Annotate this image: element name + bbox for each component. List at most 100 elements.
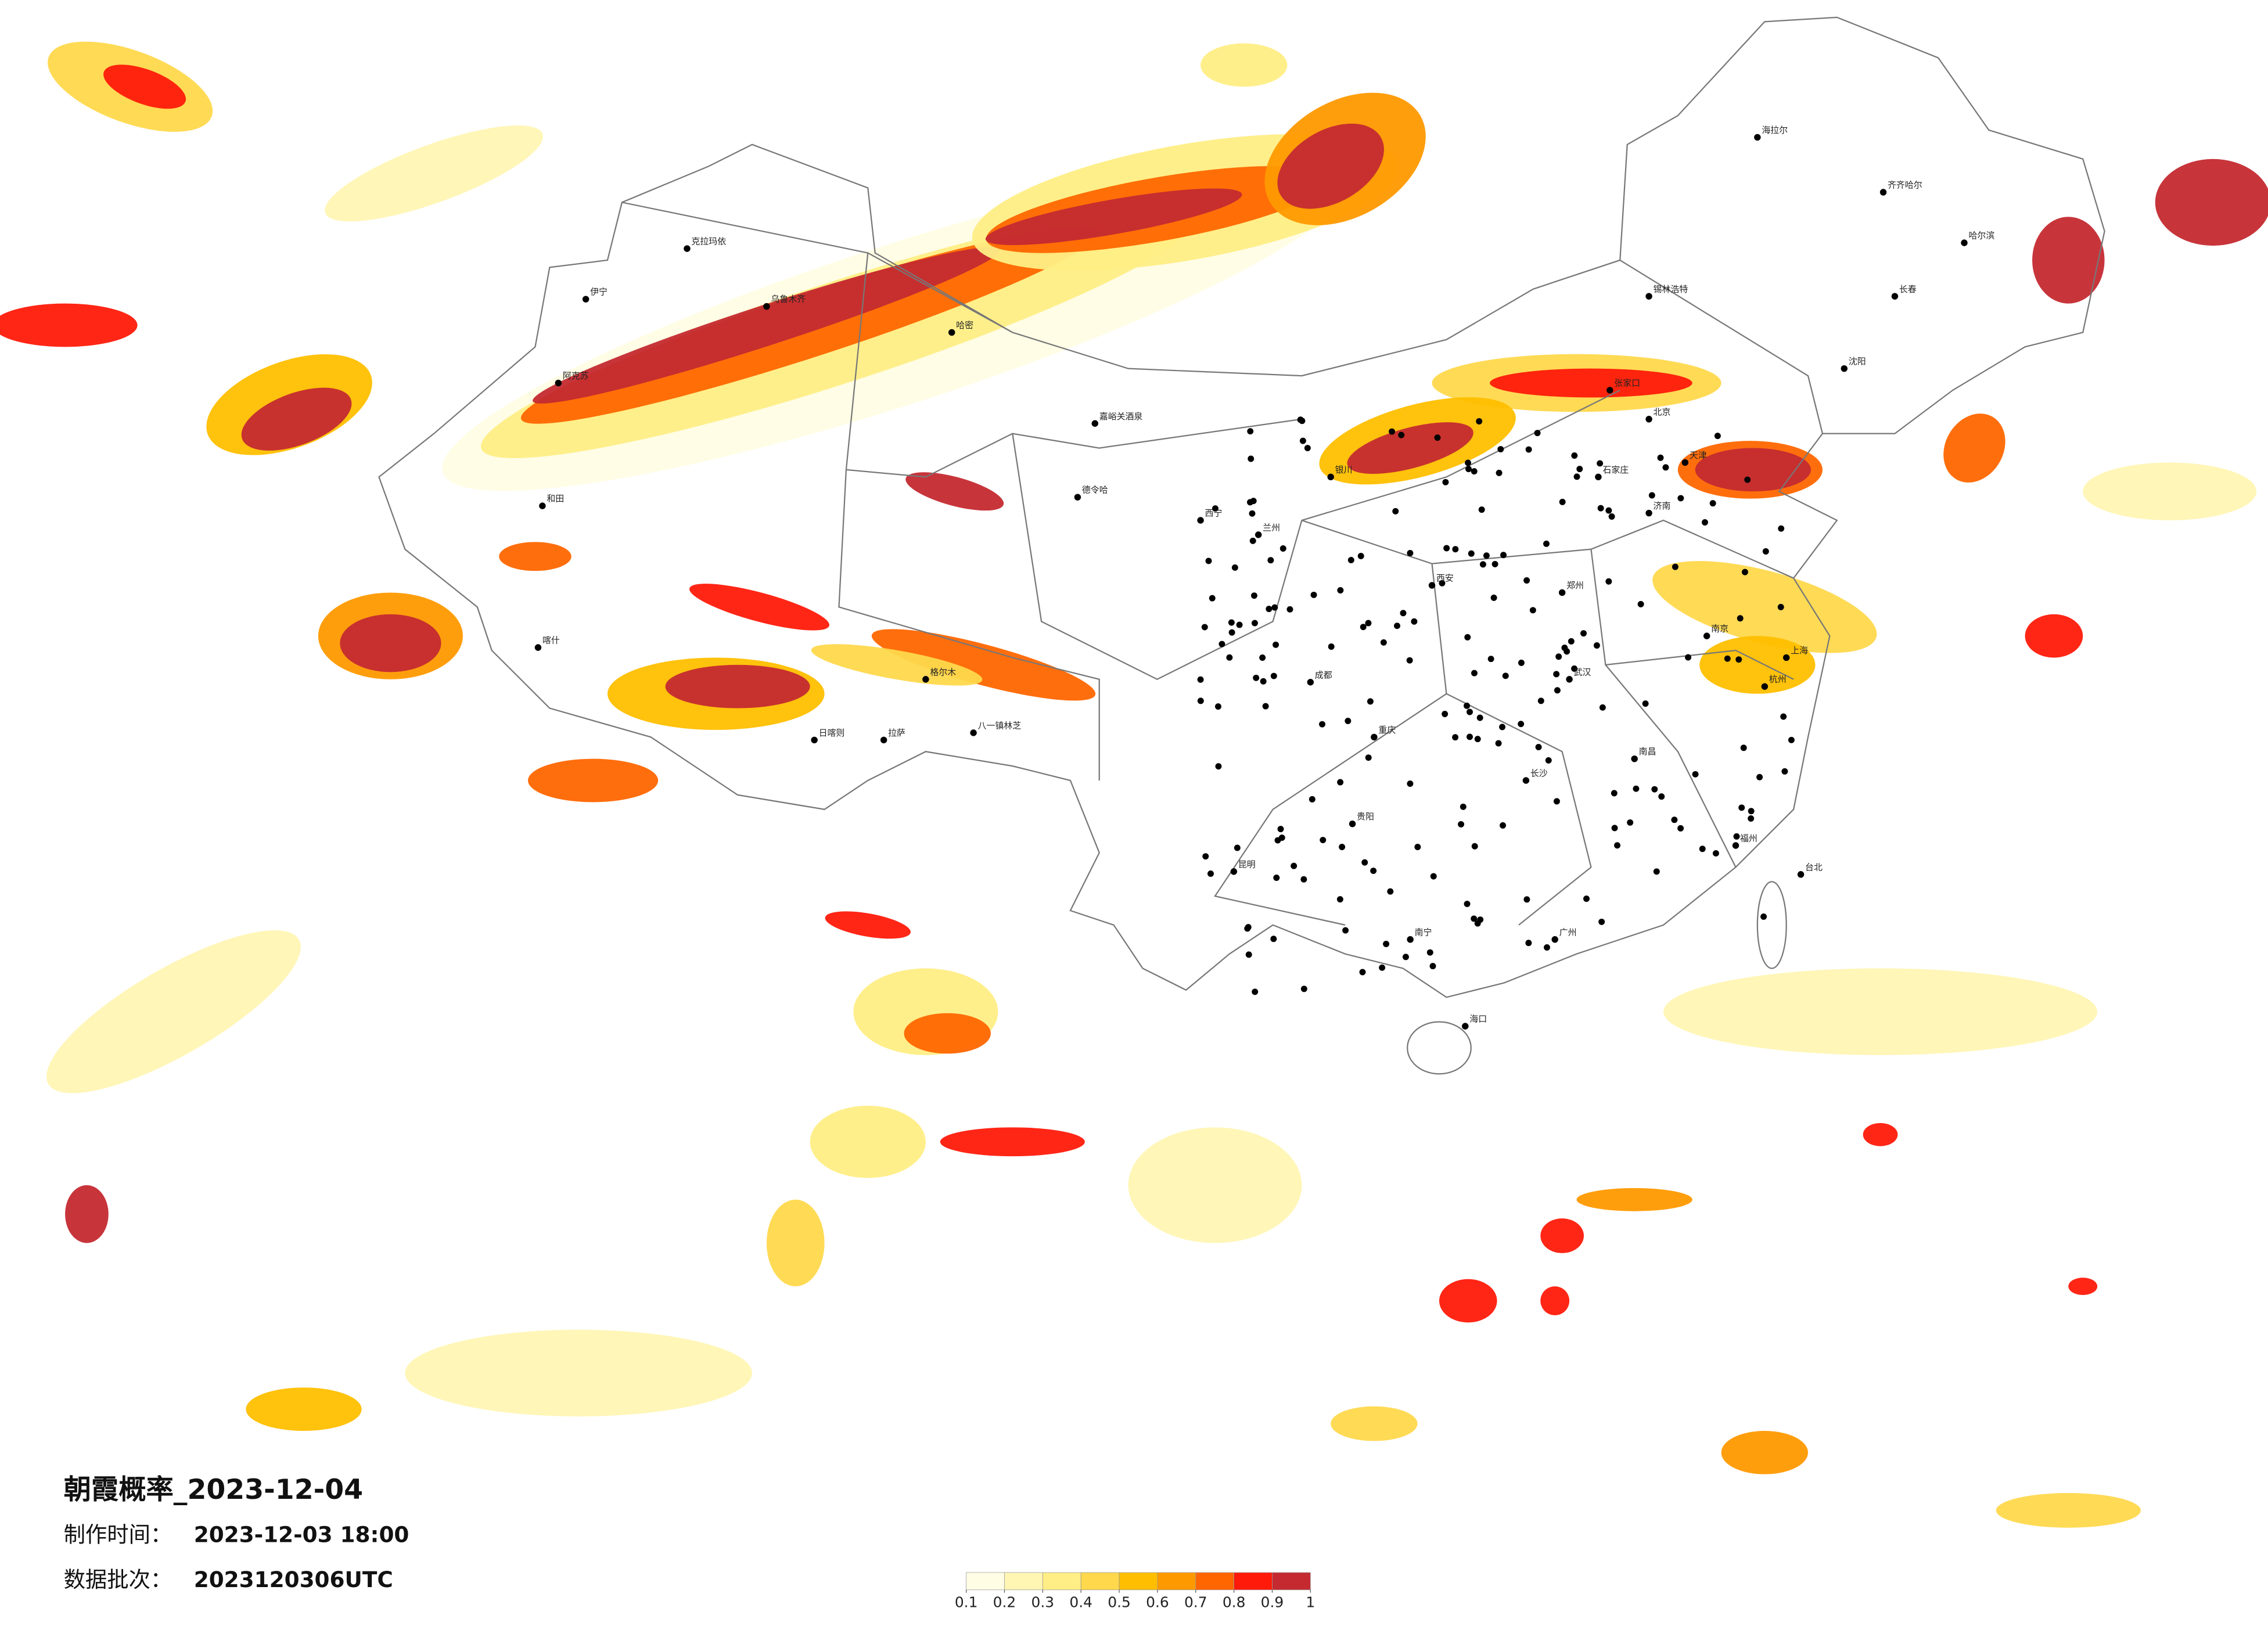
city-dot (1653, 868, 1660, 875)
city-dot (684, 245, 691, 252)
city-label: 喀什 (542, 635, 560, 646)
city-label: 格尔木 (930, 667, 956, 677)
city-label: 天津 (1690, 450, 1707, 461)
probability-blob (528, 758, 659, 803)
city-dot (1253, 674, 1260, 681)
made-time: 2023-12-03 18:00 (194, 1522, 409, 1548)
legend-swatch (1119, 1572, 1158, 1591)
city-label: 海拉尔 (1762, 125, 1788, 135)
city-dot (1633, 785, 1640, 792)
city-dot (1478, 506, 1485, 513)
city-label: 银川 (1335, 465, 1353, 475)
city-dot (1406, 657, 1413, 664)
city-dot (1555, 653, 1562, 660)
legend-tick-label: 0.7 (1184, 1594, 1207, 1611)
city-dot (1703, 632, 1710, 639)
city-dot (1259, 654, 1266, 661)
city-dot (1593, 642, 1600, 649)
probability-blob (499, 542, 572, 571)
city-dot (1414, 844, 1421, 850)
city-dot (1226, 654, 1233, 661)
city-dot (1645, 416, 1652, 423)
probability-blob (1695, 448, 1811, 492)
city-dot (1777, 603, 1784, 610)
city-dot (1402, 954, 1409, 961)
city-label: 济南 (1654, 501, 1671, 511)
city-dot (1247, 499, 1253, 506)
city-dot (1230, 868, 1238, 875)
city-dot (1544, 944, 1550, 951)
city-dot (1583, 895, 1590, 902)
probability-blob (905, 472, 1004, 511)
island-border (1756, 881, 1787, 969)
city-dot (1380, 639, 1387, 646)
city-dot (1735, 656, 1742, 663)
city-label: 南宁 (1415, 927, 1432, 937)
city-dot (1476, 714, 1483, 721)
city-dot (1522, 777, 1530, 784)
legend-swatch (1080, 1572, 1120, 1591)
city-dots (534, 134, 1968, 1030)
city-dot (1074, 494, 1081, 501)
probability-blob (533, 247, 1001, 404)
probability-blob (241, 387, 352, 451)
city-label: 杭州 (1769, 674, 1787, 685)
probability-blob (2025, 614, 2083, 658)
legend-swatch (1004, 1572, 1043, 1591)
probability-blob (1128, 1127, 1302, 1243)
probability-blob (325, 125, 544, 222)
city-dot (1426, 949, 1433, 956)
city-dot (1309, 796, 1315, 803)
city-dot (1273, 641, 1279, 648)
city-label: 长春 (1899, 284, 1917, 294)
city-dot (1788, 736, 1795, 743)
city-label: 沈阳 (1849, 356, 1866, 366)
city-dot (1468, 550, 1475, 557)
city-dot (1299, 418, 1306, 425)
city-dot (1464, 702, 1471, 709)
city-dot (1430, 873, 1437, 880)
city-dot (1307, 679, 1314, 686)
probability-blob (1277, 123, 1384, 209)
city-dot (1429, 963, 1436, 970)
city-dot (1534, 430, 1541, 437)
city-dot (1201, 624, 1208, 631)
city-label: 台北 (1805, 862, 1823, 872)
city-dot (1891, 293, 1899, 300)
city-label: 长沙 (1530, 768, 1548, 779)
city-dot (1197, 676, 1204, 683)
city-dot (555, 379, 562, 387)
probability-blob (2083, 462, 2257, 520)
city-dot (1471, 843, 1478, 850)
city-dot (1277, 826, 1284, 833)
city-dot (1250, 592, 1257, 599)
city-dot (1645, 509, 1652, 517)
city-dot (1605, 507, 1612, 514)
legend-tick-label: 0.1 (955, 1594, 978, 1611)
city-dot (1245, 951, 1252, 958)
city-dot (1778, 525, 1785, 532)
city-dot (1685, 654, 1692, 661)
city-dot (1300, 985, 1307, 992)
probability-blob (1439, 1279, 1497, 1323)
probability-blob (246, 1387, 362, 1431)
city-dot (1443, 545, 1450, 552)
city-label: 哈尔滨 (1968, 231, 1994, 241)
city-dot (1553, 671, 1560, 678)
legend-swatch (1272, 1572, 1311, 1591)
city-dot (1545, 757, 1552, 764)
legend-tick-label: 0.5 (1108, 1594, 1131, 1611)
city-dot (1467, 733, 1473, 740)
city-dot (1744, 476, 1751, 483)
city-dot (1271, 604, 1278, 611)
city-dot (1571, 452, 1578, 459)
city-dot (1471, 468, 1478, 475)
city-dot (1328, 643, 1335, 650)
city-dot (1219, 641, 1225, 647)
city-dot (1733, 833, 1740, 840)
city-dot (1741, 569, 1748, 575)
city-dot (1336, 896, 1343, 903)
probability-blob (1576, 1188, 1692, 1211)
city-dot (1642, 700, 1649, 707)
